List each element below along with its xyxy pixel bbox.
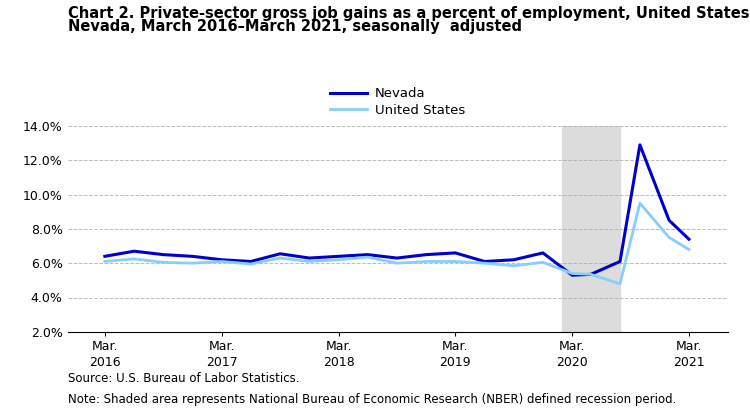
United States: [635, 201, 644, 206]
Line: United States: United States: [105, 203, 689, 284]
United States: [130, 256, 139, 261]
Nevada: [451, 250, 460, 255]
Nevada: [586, 272, 596, 277]
United States: [422, 259, 430, 264]
Nevada: [664, 218, 674, 223]
United States: [664, 235, 674, 240]
Nevada: [422, 252, 430, 257]
United States: [392, 261, 401, 266]
Nevada: [392, 255, 401, 260]
Nevada: [685, 236, 694, 241]
United States: [509, 263, 518, 268]
United States: [586, 272, 596, 277]
United States: [275, 255, 284, 260]
United States: [247, 262, 256, 267]
Nevada: [363, 252, 372, 257]
Nevada: [304, 255, 313, 260]
Nevada: [100, 254, 109, 259]
Nevada: [275, 251, 284, 256]
Nevada: [247, 259, 256, 264]
Line: Nevada: Nevada: [105, 145, 689, 275]
Nevada: [538, 250, 548, 255]
Text: Source: U.S. Bureau of Labor Statistics.: Source: U.S. Bureau of Labor Statistics.: [68, 372, 299, 385]
Nevada: [616, 259, 625, 264]
United States: [334, 257, 343, 262]
Nevada: [568, 273, 577, 278]
Nevada: [130, 249, 139, 254]
United States: [100, 259, 109, 264]
United States: [538, 260, 548, 265]
Nevada: [635, 142, 644, 147]
Nevada: [509, 257, 518, 262]
Legend: Nevada, United States: Nevada, United States: [325, 82, 470, 122]
United States: [685, 247, 694, 252]
Nevada: [217, 257, 226, 262]
Nevada: [159, 252, 168, 257]
United States: [568, 271, 577, 276]
United States: [363, 255, 372, 260]
Nevada: [188, 254, 197, 259]
Text: Chart 2. Private-sector gross job gains as a percent of employment, United State: Chart 2. Private-sector gross job gains …: [68, 6, 750, 21]
Bar: [562, 126, 620, 332]
United States: [304, 259, 313, 264]
United States: [451, 259, 460, 264]
United States: [217, 259, 226, 264]
United States: [616, 281, 625, 286]
United States: [480, 261, 489, 266]
Nevada: [480, 259, 489, 264]
United States: [159, 260, 168, 265]
Nevada: [334, 254, 343, 259]
Text: Nevada, March 2016–March 2021, seasonally  adjusted: Nevada, March 2016–March 2021, seasonall…: [68, 19, 521, 34]
United States: [188, 261, 197, 266]
Text: Note: Shaded area represents National Bureau of Economic Research (NBER) defined: Note: Shaded area represents National Bu…: [68, 393, 676, 406]
